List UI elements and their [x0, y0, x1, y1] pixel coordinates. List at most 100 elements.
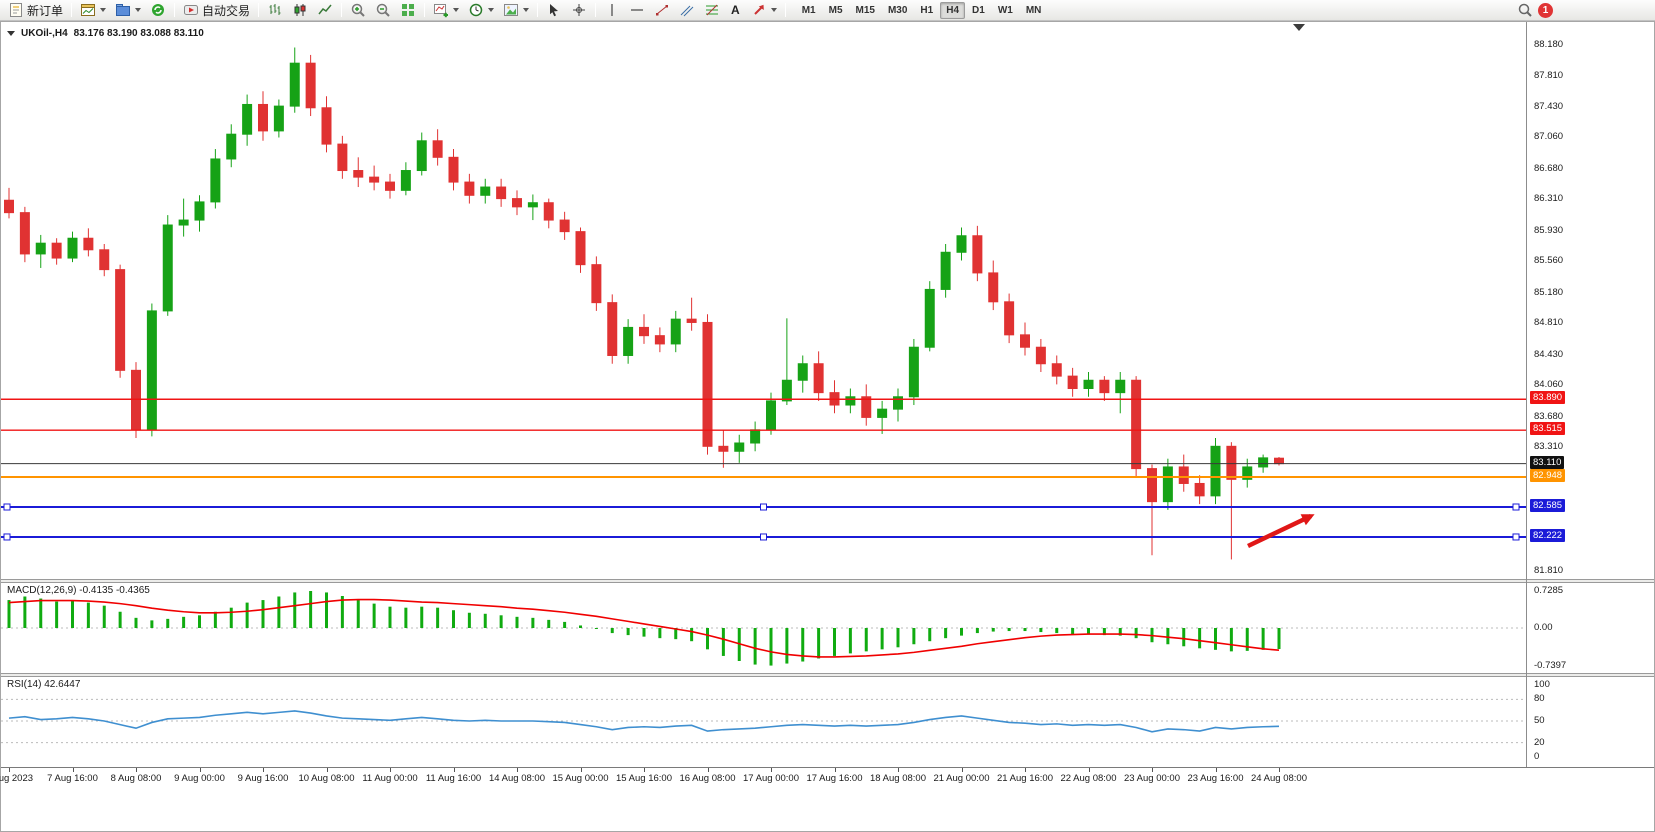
chart-shift-marker-icon[interactable] [1293, 24, 1305, 31]
fibonacci-button[interactable] [700, 1, 724, 19]
time-axis-tick [136, 768, 137, 772]
rsi-value: 42.6447 [44, 679, 81, 690]
autotrading-icon [184, 5, 199, 15]
candlestick [543, 198, 554, 229]
candlestick [686, 297, 697, 331]
panel-splitter[interactable] [1, 673, 1654, 677]
trendline-button[interactable] [650, 1, 674, 19]
periods-button[interactable] [464, 1, 498, 19]
bar-chart-button[interactable] [263, 1, 287, 19]
candlestick [194, 195, 205, 232]
time-axis-tick [961, 768, 963, 772]
candlestick [750, 421, 761, 452]
profiles-button[interactable] [111, 1, 145, 19]
candlestick [1020, 322, 1030, 356]
time-axis-label: 10 Aug 08:00 [298, 773, 355, 784]
candlestick [940, 244, 951, 298]
time-axis-label: 7 Aug 2023 [0, 773, 34, 784]
zoom-out-icon [376, 3, 390, 17]
line-chart-button[interactable] [313, 1, 337, 19]
vertical-line-icon [611, 4, 613, 16]
timeframe-h4-button[interactable]: H4 [940, 1, 966, 19]
time-axis-tick [9, 768, 10, 772]
arrows-icon [753, 4, 764, 15]
line-handle[interactable] [760, 533, 767, 541]
arrow-annotation[interactable] [1247, 513, 1315, 549]
timeframe-d1-button[interactable]: D1 [972, 4, 985, 16]
templates-button[interactable] [499, 1, 533, 19]
line-handle[interactable] [760, 503, 767, 511]
macd-axis-tick: 0.7285 [1534, 585, 1564, 596]
horizontal-level-line[interactable] [1, 503, 1526, 511]
candlestick [369, 165, 380, 191]
price-axis-tick: 87.810 [1534, 69, 1564, 81]
new-order-label: 新订单 [27, 3, 64, 18]
timeframe-m5-button[interactable]: M5 [828, 4, 843, 16]
time-axis-tick [580, 768, 582, 772]
timeframe-m15-button[interactable]: M15 [855, 4, 875, 16]
candlestick [448, 149, 459, 191]
timeframe-m1-button[interactable]: M1 [801, 4, 816, 16]
candlestick [972, 225, 983, 282]
time-axis[interactable]: 7 Aug 2023 7 Aug 16:00 8 Aug 08:00 9 Aug 00… [0, 767, 1654, 789]
new-chart-button[interactable] [76, 1, 110, 19]
notification-badge[interactable]: 1 [1538, 2, 1553, 18]
line-handle[interactable] [3, 533, 11, 541]
time-axis-label: 11 Aug 16:00 [425, 773, 482, 784]
price-level-label: 82.948 [1530, 469, 1566, 483]
rsi-panel[interactable] [1, 677, 1526, 767]
macd-indicator-label: MACD(12,26,9) -0.4135 -0.4365 [7, 585, 150, 596]
time-axis-label: 15 Aug 16:00 [616, 773, 672, 784]
crosshair-button[interactable] [567, 1, 591, 19]
candlestick [829, 380, 840, 414]
dropdown-caret-icon [770, 8, 777, 12]
new-order-button[interactable]: 新订单 [4, 1, 67, 19]
price-axis[interactable]: 88.180 87.810 87.430 87.060 86.680 86.310 85.9… [1529, 22, 1655, 790]
one-click-trading-icon[interactable] [7, 31, 15, 36]
price-level-label: 82.222 [1530, 528, 1566, 542]
vertical-line-button[interactable] [600, 1, 624, 19]
zoom-out-button[interactable] [371, 1, 395, 19]
line-handle[interactable] [1512, 533, 1520, 541]
main-price-chart[interactable] [1, 29, 1526, 579]
text-tool-button[interactable]: A [725, 1, 746, 19]
candlestick-button[interactable] [288, 1, 312, 19]
zoom-in-button[interactable] [346, 1, 370, 19]
search-button[interactable] [1513, 1, 1537, 19]
candlestick [258, 91, 268, 141]
line-handle[interactable] [3, 503, 11, 511]
refresh-button[interactable] [146, 1, 170, 19]
candlestick [305, 54, 316, 117]
time-axis-tick [1215, 768, 1217, 772]
candlestick [83, 228, 94, 257]
dropdown-caret-icon [523, 8, 530, 12]
timeframe-mn-button[interactable]: MN [1025, 4, 1042, 16]
tile-windows-button[interactable] [396, 1, 420, 19]
timeframe-h1-button[interactable]: H1 [920, 4, 934, 16]
time-axis-tick [326, 768, 328, 772]
candlestick [67, 231, 78, 263]
price-axis-tick: 85.560 [1534, 255, 1564, 267]
price-axis-tick: 87.430 [1534, 100, 1564, 112]
candlestick [1004, 293, 1015, 344]
cursor-button[interactable] [542, 1, 566, 19]
panel-splitter[interactable] [1, 579, 1654, 583]
channel-button[interactable] [675, 1, 699, 19]
auto-trading-button[interactable]: 自动交易 [179, 1, 254, 19]
refresh-icon [152, 4, 165, 16]
candlestick [607, 294, 618, 364]
arrows-button[interactable] [747, 1, 781, 19]
indicators-button[interactable] [429, 1, 463, 19]
candlestick [273, 99, 284, 138]
line-handle[interactable] [1512, 503, 1520, 511]
candlestick [210, 149, 221, 209]
horizontal-level-line[interactable] [1, 533, 1526, 541]
time-axis-tick [453, 768, 455, 772]
price-axis-tick: 83.680 [1534, 410, 1564, 422]
horizontal-line-button[interactable] [625, 1, 649, 19]
timeframe-w1-button[interactable]: W1 [997, 4, 1013, 16]
fibonacci-icon [706, 4, 719, 16]
macd-panel[interactable] [1, 583, 1526, 673]
timeframe-m30-button[interactable]: M30 [887, 4, 908, 16]
rsi-line [8, 710, 1280, 733]
